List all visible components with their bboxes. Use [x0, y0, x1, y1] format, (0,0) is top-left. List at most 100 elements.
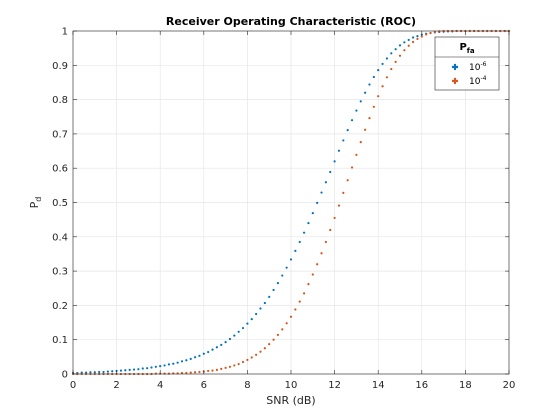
data-point	[416, 35, 419, 38]
data-point	[337, 204, 341, 207]
data-point	[163, 372, 166, 375]
data-point	[233, 364, 236, 367]
data-point	[346, 179, 349, 182]
data-point	[350, 119, 354, 122]
data-point	[320, 191, 323, 194]
data-point	[403, 49, 406, 52]
data-point	[381, 62, 384, 66]
data-point	[364, 128, 367, 131]
legend-marker	[451, 77, 459, 85]
legend-marker-dot	[455, 79, 459, 83]
data-point	[420, 35, 423, 38]
data-point	[329, 228, 332, 232]
legend-title: Pfa	[459, 42, 474, 55]
data-point	[185, 371, 188, 375]
data-point	[154, 365, 157, 368]
data-point	[298, 240, 301, 244]
data-point	[268, 295, 271, 298]
data-point	[407, 38, 410, 42]
data-point	[180, 360, 184, 363]
y-tick-label: 0.2	[52, 301, 68, 312]
data-point	[385, 76, 389, 79]
data-point	[146, 367, 149, 370]
data-point	[207, 369, 210, 373]
data-point	[98, 370, 101, 374]
data-point	[407, 44, 410, 47]
data-point	[377, 69, 380, 72]
legend-box	[434, 36, 500, 91]
legend-entry-base: 10	[469, 63, 481, 73]
data-point	[311, 212, 314, 215]
data-point	[102, 370, 105, 374]
data-point	[241, 326, 245, 330]
data-point	[276, 282, 280, 285]
data-point	[342, 139, 345, 142]
data-point	[359, 141, 362, 144]
data-point	[246, 322, 249, 325]
legend-marker	[451, 63, 459, 71]
data-point	[246, 358, 249, 362]
series-layer	[71, 29, 511, 376]
data-point	[189, 371, 192, 374]
y-axis-label-subscript: d	[34, 197, 43, 202]
legend-marker-dot	[455, 65, 459, 69]
data-point	[132, 368, 136, 371]
data-point	[289, 315, 293, 318]
x-tick-label: 18	[459, 380, 472, 391]
data-point	[398, 54, 402, 57]
y-axis-label-main: P	[28, 201, 41, 208]
data-point	[259, 350, 262, 353]
legend-entry-exponent: -4	[480, 75, 486, 82]
y-axis-label: Pd	[28, 197, 43, 209]
data-point	[233, 334, 236, 337]
data-point	[281, 328, 284, 331]
x-axis-label: SNR (dB)	[266, 394, 315, 407]
data-point	[355, 153, 358, 156]
legend-entry-label: 10-4	[469, 75, 487, 87]
data-point	[390, 67, 393, 71]
x-tick-label: 12	[328, 380, 341, 391]
data-point	[333, 160, 336, 163]
data-point	[220, 367, 223, 370]
data-point	[167, 372, 171, 375]
data-point	[167, 363, 171, 366]
x-tick-label: 14	[372, 380, 385, 391]
y-tick-label: 0	[62, 370, 68, 381]
data-point	[259, 307, 262, 310]
data-point	[368, 117, 371, 120]
data-point	[228, 337, 232, 341]
data-point	[250, 318, 253, 321]
legend-marker-dot	[453, 81, 457, 85]
data-point	[390, 52, 393, 55]
data-point	[425, 33, 428, 36]
data-point	[359, 100, 362, 103]
data-point	[255, 353, 258, 356]
data-point	[263, 347, 266, 350]
data-point	[281, 274, 284, 277]
data-point	[215, 368, 218, 371]
data-point	[276, 333, 280, 336]
data-point	[198, 370, 201, 374]
data-point	[285, 322, 288, 325]
data-point	[333, 216, 336, 220]
data-point	[316, 201, 319, 204]
legend-marker-dot	[453, 63, 457, 67]
data-point	[228, 365, 232, 368]
data-point	[385, 57, 389, 60]
data-point	[346, 129, 349, 132]
data-point	[294, 249, 297, 252]
data-point	[180, 371, 184, 375]
x-tick-label: 6	[201, 380, 207, 391]
data-point	[311, 273, 314, 276]
data-point	[316, 263, 319, 266]
x-tick-label: 10	[285, 380, 298, 391]
y-tick-label: 0.8	[52, 95, 68, 106]
x-tick-label: 20	[503, 380, 516, 391]
data-point	[302, 292, 306, 295]
data-point	[429, 31, 432, 35]
axis-ticks: 0 2 4 6 8 10 12 14 16 18 20 0 0.1 0.2 0.3 0.4 0.5 0.6 0.7 0…	[52, 27, 515, 392]
legend-marker-dot	[451, 65, 455, 69]
data-point	[438, 30, 441, 33]
